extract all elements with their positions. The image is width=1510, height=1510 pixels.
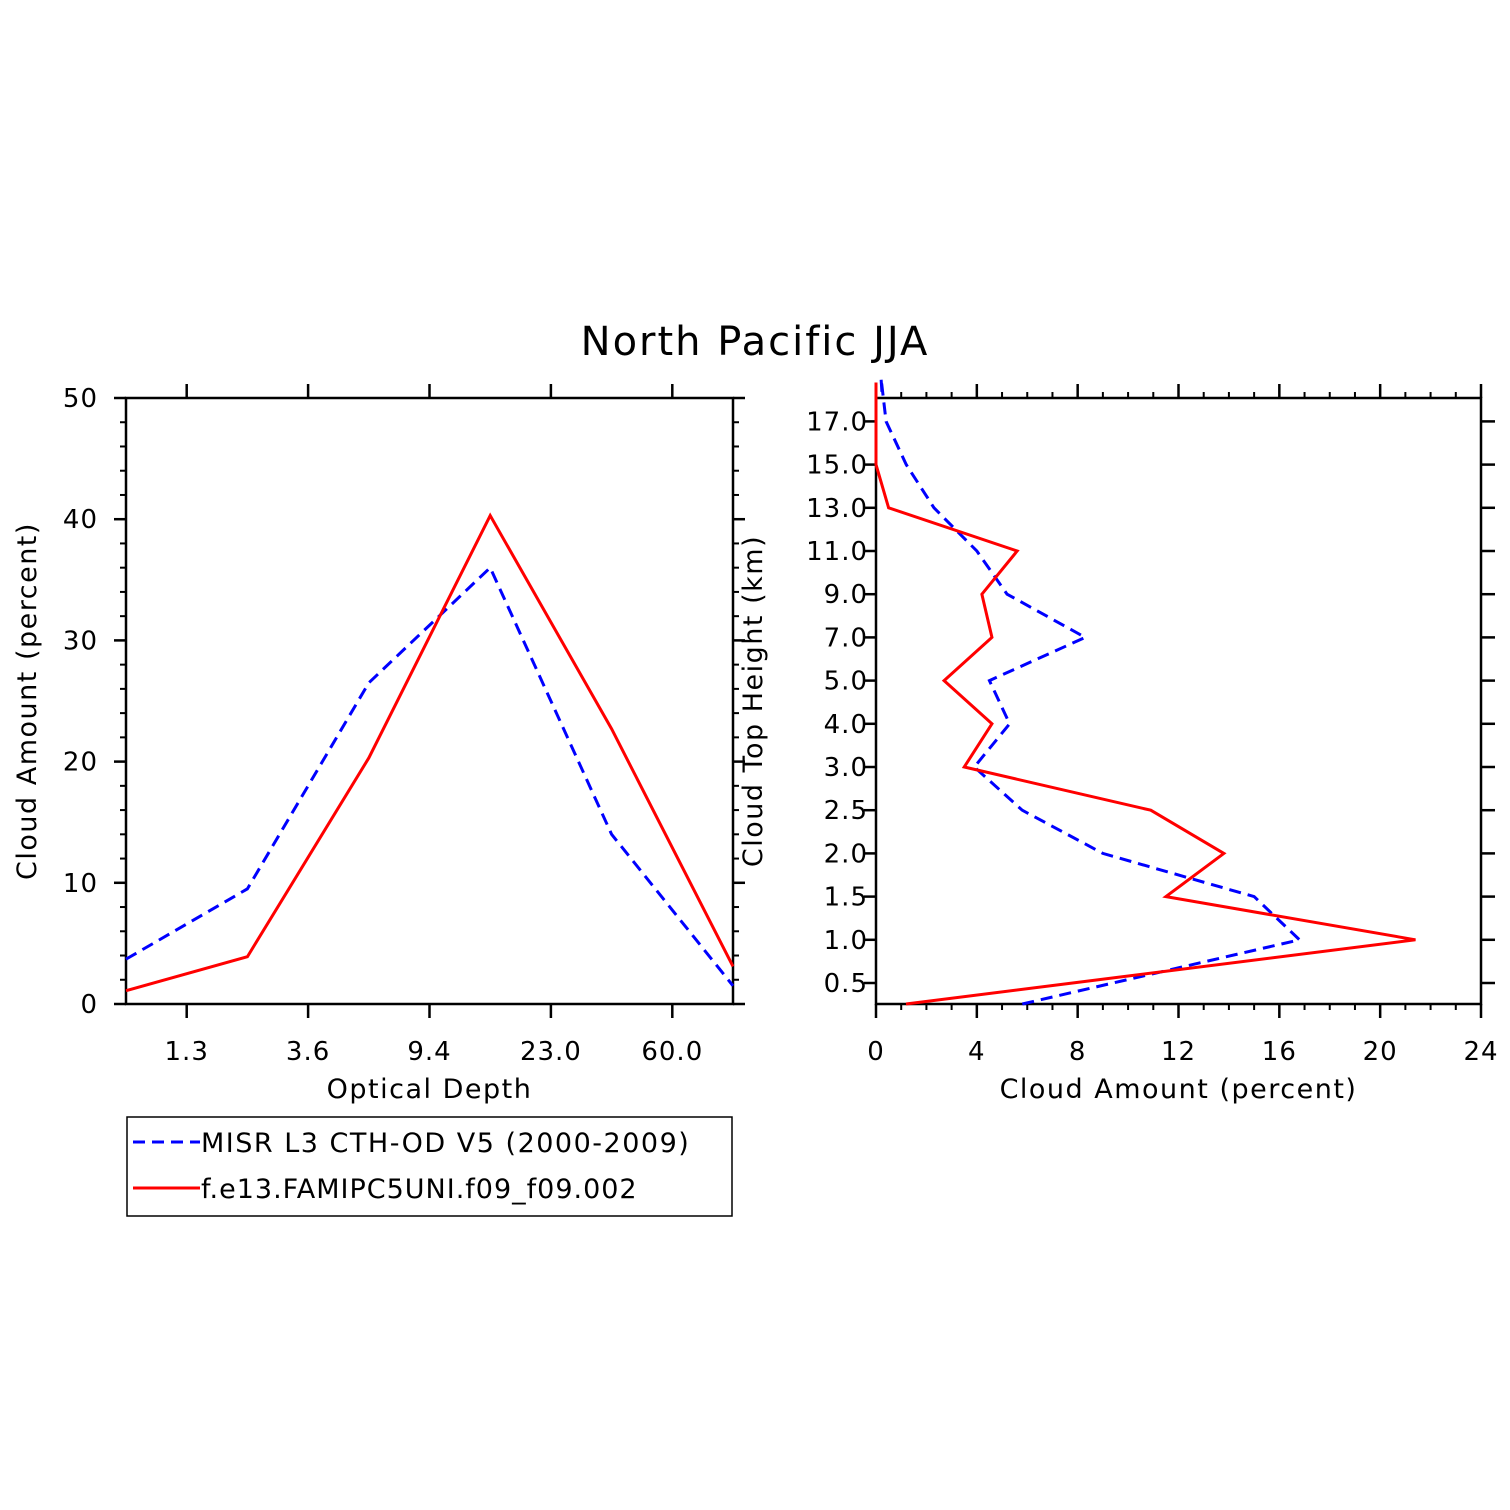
right-x-tick-label: 0 (867, 1037, 885, 1067)
left-y-tick-label: 20 (63, 748, 98, 778)
right-y-tick-label: 13.0 (806, 494, 868, 524)
right-y-tick-label: 4.0 (824, 710, 868, 740)
left-x-tick-label: 1.3 (165, 1037, 209, 1067)
right-x-tick-label: 8 (1069, 1037, 1087, 1067)
right-y-tick-label: 2.0 (824, 839, 868, 869)
right-x-tick-label: 16 (1262, 1037, 1297, 1067)
legend-label-obs: MISR L3 CTH-OD V5 (2000-2009) (201, 1128, 690, 1159)
right-chart: 0.5 1.0 1.5 2.0 2.5 3.0 4.0 5.0 7.0 9.0 11.0 13.0 15… (738, 378, 1498, 1105)
right-y-tick-label: 2.5 (824, 796, 868, 826)
right-y-tick-label: 3.0 (824, 753, 868, 783)
left-y-tick-label: 40 (63, 505, 98, 535)
right-y-tick-label: 11.0 (806, 537, 868, 567)
right-x-tick-label: 12 (1161, 1037, 1196, 1067)
right-y-tick-label: 5.0 (824, 667, 868, 697)
chart-title: North Pacific JJA (581, 319, 930, 365)
right-y-tick-label: 15.0 (806, 451, 868, 481)
left-chart: 0 10 20 30 40 50 1.3 3.6 9.4 23.0 60.0 Optical Dept… (12, 384, 745, 1105)
left-y-tick-label: 10 (63, 869, 98, 899)
legend-box (126, 1116, 733, 1217)
right-series-obs-line (879, 378, 1303, 1006)
right-y-tick-label: 17.0 (806, 407, 868, 437)
left-x-axis-label: Optical Depth (327, 1074, 533, 1105)
legend: MISR L3 CTH-OD V5 (2000-2009) f.e13.FAMI… (126, 1116, 733, 1217)
left-y-axis-label: Cloud Amount (percent) (12, 522, 43, 880)
left-x-tick-label: 9.4 (407, 1037, 451, 1067)
left-y-tick-label: 30 (63, 626, 98, 656)
right-y-tick-label: 1.5 (824, 883, 868, 913)
right-x-tick-label: 24 (1463, 1037, 1498, 1067)
right-series-model-line (874, 382, 1416, 1006)
right-y-tick-label: 0.5 (824, 969, 868, 999)
left-y-tick-label: 0 (80, 990, 98, 1020)
left-series-obs-line (125, 565, 735, 987)
left-x-tick-label: 3.6 (286, 1037, 330, 1067)
left-y-tick-label: 50 (63, 384, 98, 414)
left-x-tick-label: 60.0 (641, 1037, 703, 1067)
right-y-tick-label: 7.0 (824, 623, 868, 653)
left-series-model-line (125, 512, 735, 993)
legend-label-model: f.e13.FAMIPC5UNI.f09_f09.002 (201, 1174, 638, 1205)
right-y-tick-label: 9.0 (824, 580, 868, 610)
right-x-tick-label: 20 (1363, 1037, 1398, 1067)
right-x-axis-label: Cloud Amount (percent) (1000, 1074, 1358, 1105)
right-y-tick-label: 1.0 (824, 926, 868, 956)
left-x-tick-label: 23.0 (520, 1037, 582, 1067)
left-plot-frame (124, 396, 735, 1006)
right-y-axis-label: Cloud Top Height (km) (738, 535, 769, 867)
right-x-tick-label: 4 (968, 1037, 986, 1067)
